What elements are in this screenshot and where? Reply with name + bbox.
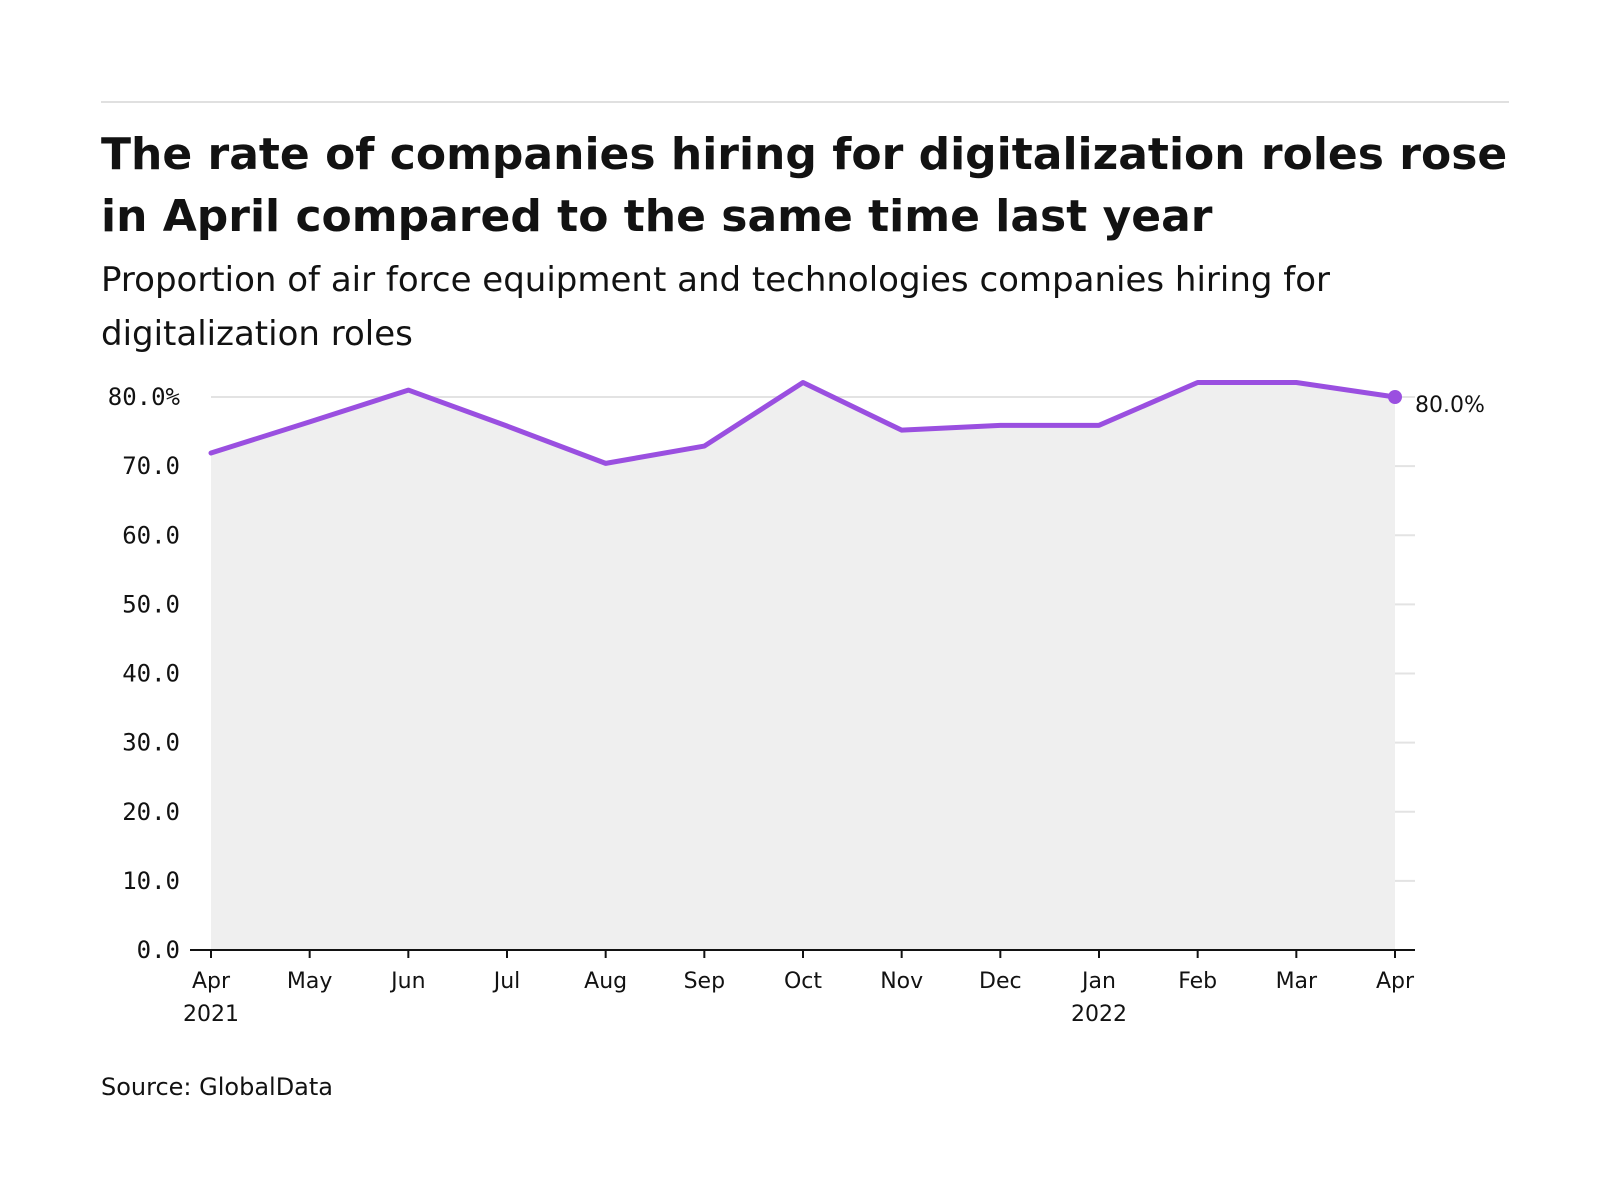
x-tick-label: Jan	[1080, 969, 1116, 994]
top-divider	[101, 101, 1509, 103]
area-fill	[211, 382, 1395, 950]
x-axis-ticks: Apr 2021 May Jun Jul Aug Sep Oct Nov Dec Jan 2022 Fe…	[183, 969, 1415, 1027]
data-labels: 80.0%	[1415, 393, 1485, 418]
x-tick-year-label: 2021	[183, 1002, 239, 1027]
x-tick-label: Apr	[1376, 969, 1415, 994]
x-tick-label: Apr	[192, 969, 231, 994]
y-tick-label: 80.0%	[108, 383, 181, 411]
y-axis-ticks: 0.0 10.0 20.0 30.0 40.0 50.0 60.0 70.0 80.0%	[108, 383, 181, 964]
series-line	[208, 379, 1402, 466]
end-value-label: 80.0%	[1415, 393, 1485, 418]
x-tick-label: Feb	[1178, 969, 1217, 994]
y-tick-label: 0.0	[137, 936, 180, 964]
y-tick-label: 10.0	[122, 867, 180, 895]
y-tick-label: 60.0	[122, 521, 180, 549]
x-tick-label: Sep	[684, 969, 725, 994]
y-tick-label: 70.0	[122, 452, 180, 480]
x-tick-label: Jul	[492, 969, 521, 994]
chart-title: The rate of companies hiring for digital…	[101, 129, 1508, 242]
x-tick-label: Mar	[1276, 969, 1318, 994]
area-fill-path	[211, 382, 1395, 950]
x-tick-label: Oct	[784, 969, 822, 994]
x-tick-year-label: 2022	[1071, 1002, 1127, 1027]
x-tick-label: Jun	[389, 969, 425, 994]
y-tick-label: 20.0	[122, 798, 180, 826]
x-tick-label: May	[287, 969, 332, 994]
x-tick-label: Dec	[979, 969, 1022, 994]
x-tick-label: Aug	[584, 969, 627, 994]
end-point-marker	[1388, 390, 1402, 404]
chart-subtitle: Proportion of air force equipment and te…	[101, 260, 1331, 354]
y-tick-label: 40.0	[122, 660, 180, 688]
source-note: Source: GlobalData	[101, 1073, 334, 1101]
y-tick-label: 50.0	[122, 590, 180, 618]
x-axis	[190, 949, 1415, 958]
x-tick-label: Nov	[880, 969, 923, 994]
y-tick-label: 30.0	[122, 729, 180, 757]
